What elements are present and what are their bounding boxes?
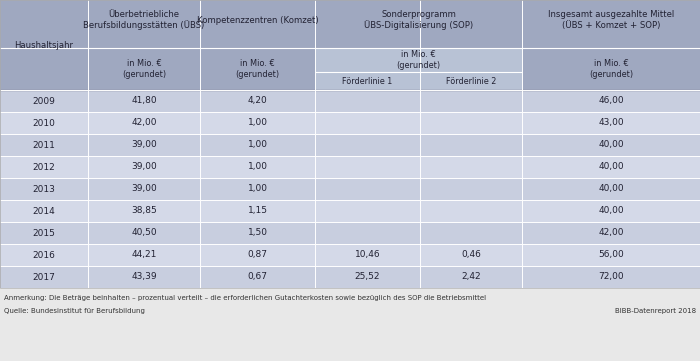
Text: 43,39: 43,39 (131, 273, 157, 282)
Text: 40,00: 40,00 (598, 162, 624, 171)
Bar (420, 72, 522, 90)
Bar (0, 0, 700, 90)
Text: Förderlinie 2: Förderlinie 2 (446, 77, 496, 86)
Bar (315, 72, 420, 90)
Text: 39,00: 39,00 (131, 162, 157, 171)
Text: 2015: 2015 (33, 229, 55, 238)
Text: 2017: 2017 (33, 273, 55, 282)
Text: 1,15: 1,15 (248, 206, 267, 216)
Bar (0, 134, 700, 156)
Text: 10,46: 10,46 (355, 251, 380, 260)
Text: 2016: 2016 (33, 251, 55, 260)
Text: 43,00: 43,00 (598, 118, 624, 127)
Text: 38,85: 38,85 (131, 206, 157, 216)
Text: 39,00: 39,00 (131, 140, 157, 149)
Text: Überbetriebliche
Berufsbildungsstätten (ÜBS): Überbetriebliche Berufsbildungsstätten (… (83, 10, 204, 30)
Text: 2009: 2009 (33, 96, 55, 105)
Text: in Mio. €
(gerundet): in Mio. € (gerundet) (589, 59, 633, 79)
Text: 42,00: 42,00 (132, 118, 157, 127)
Text: 2010: 2010 (33, 118, 55, 127)
Text: 41,80: 41,80 (131, 96, 157, 105)
Bar (315, 48, 522, 72)
Text: 4,20: 4,20 (248, 96, 267, 105)
Text: Insgesamt ausgezahlte Mittel
(ÜBS + Komzet + SOP): Insgesamt ausgezahlte Mittel (ÜBS + Komz… (548, 10, 674, 30)
Text: 2012: 2012 (33, 162, 55, 171)
Text: Anmerkung: Die Beträge beinhalten – prozentual verteilt – die erforderlichen Gut: Anmerkung: Die Beträge beinhalten – proz… (4, 295, 486, 301)
Text: 1,50: 1,50 (248, 229, 267, 238)
Text: 39,00: 39,00 (131, 184, 157, 193)
Text: 2014: 2014 (33, 206, 55, 216)
Text: 46,00: 46,00 (598, 96, 624, 105)
Text: 40,00: 40,00 (598, 140, 624, 149)
Bar (0, 112, 700, 134)
Text: 40,00: 40,00 (598, 184, 624, 193)
Bar (0, 222, 700, 244)
Text: 1,00: 1,00 (248, 118, 267, 127)
Text: 2013: 2013 (33, 184, 55, 193)
Text: 2011: 2011 (33, 140, 55, 149)
Text: 42,00: 42,00 (598, 229, 624, 238)
Text: in Mio. €
(gerundet): in Mio. € (gerundet) (122, 59, 166, 79)
Text: BIBB-Datenreport 2018: BIBB-Datenreport 2018 (615, 308, 696, 314)
Text: 56,00: 56,00 (598, 251, 624, 260)
Text: Quelle: Bundesinstitut für Berufsbildung: Quelle: Bundesinstitut für Berufsbildung (4, 308, 145, 314)
Text: 40,50: 40,50 (131, 229, 157, 238)
Text: Haushaltsjahr: Haushaltsjahr (15, 40, 74, 49)
Text: 2,42: 2,42 (461, 273, 481, 282)
Bar (0, 288, 700, 325)
Bar (0, 156, 700, 178)
Bar (0, 178, 700, 200)
Text: 0,46: 0,46 (461, 251, 481, 260)
Text: Förderlinie 1: Förderlinie 1 (342, 77, 393, 86)
Text: Sonderprogramm
ÜBS-Digitalisierung (SOP): Sonderprogramm ÜBS-Digitalisierung (SOP) (364, 10, 473, 30)
Text: 25,52: 25,52 (355, 273, 380, 282)
Bar (0, 266, 700, 288)
Bar (0, 90, 700, 112)
Text: in Mio. €
(gerundet): in Mio. € (gerundet) (396, 50, 440, 70)
Text: 72,00: 72,00 (598, 273, 624, 282)
Text: Kompetenzzentren (Komzet): Kompetenzzentren (Komzet) (197, 16, 318, 25)
Text: 44,21: 44,21 (132, 251, 157, 260)
Bar (0, 200, 700, 222)
Text: 1,00: 1,00 (248, 162, 267, 171)
Text: 0,67: 0,67 (248, 273, 267, 282)
Text: in Mio. €
(gerundet): in Mio. € (gerundet) (235, 59, 279, 79)
Bar (0, 244, 700, 266)
Text: 1,00: 1,00 (248, 140, 267, 149)
Text: 1,00: 1,00 (248, 184, 267, 193)
Text: 0,87: 0,87 (248, 251, 267, 260)
Text: 40,00: 40,00 (598, 206, 624, 216)
